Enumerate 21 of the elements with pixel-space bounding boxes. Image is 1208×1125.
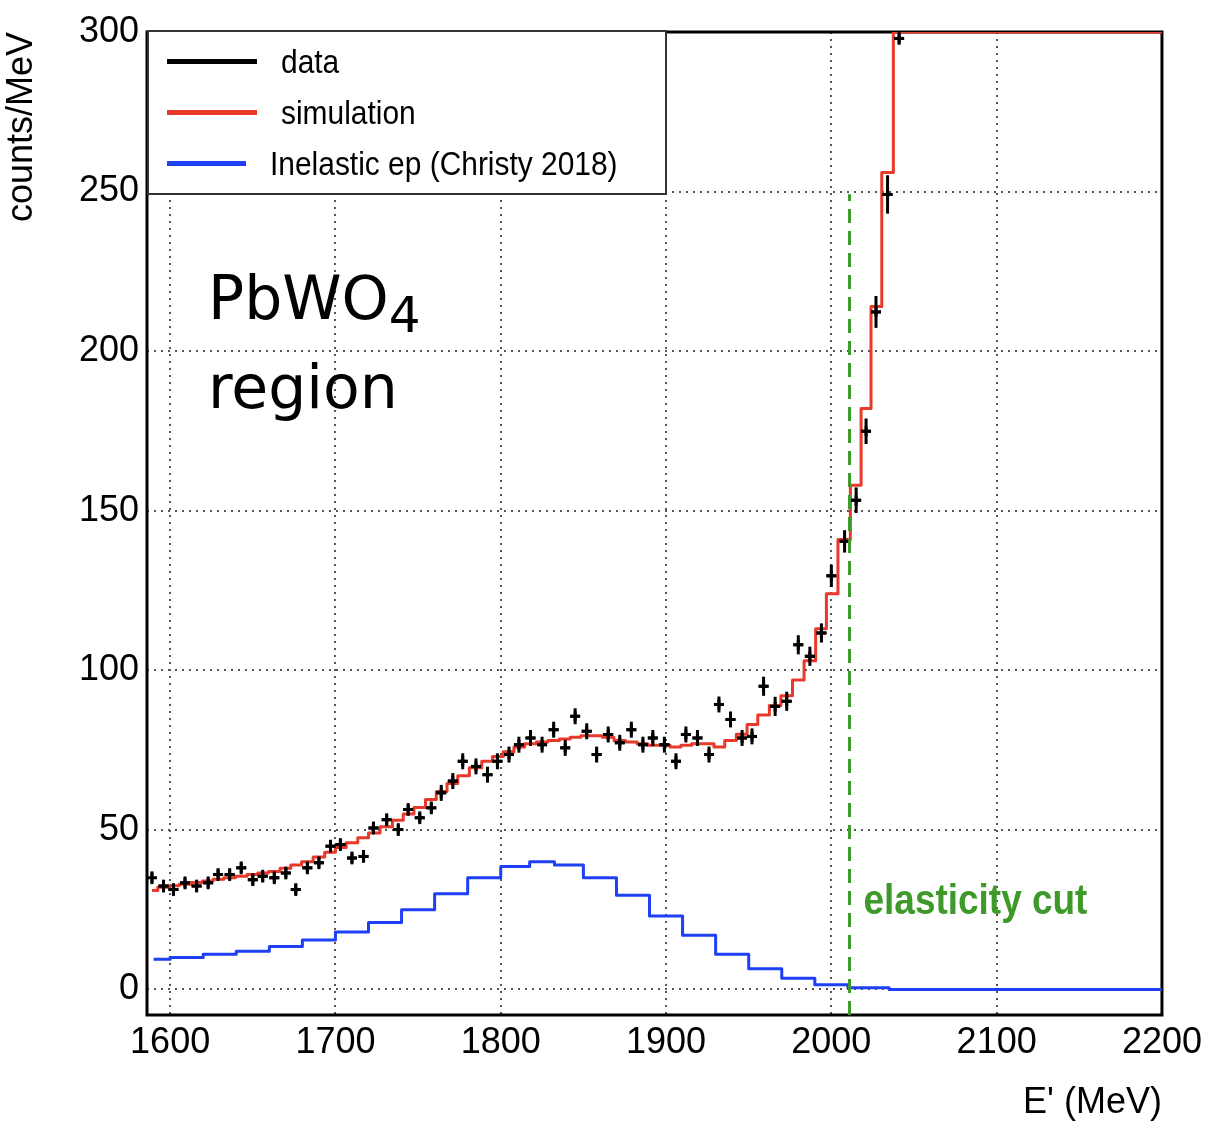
- x-tick-label: 2200: [1121, 1019, 1202, 1061]
- y-tick-label: 200: [78, 328, 139, 370]
- legend-label: data: [281, 42, 340, 81]
- y-tick-label: 250: [78, 168, 139, 210]
- annotation: PbWO$_{4}$ region: [208, 262, 421, 423]
- x-tick-label: 2000: [791, 1019, 872, 1061]
- legend-label: Inelastic ep (Christy 2018): [270, 144, 618, 183]
- y-tick-label: 0: [118, 966, 139, 1008]
- y-tick-label: 300: [78, 8, 139, 50]
- legend-label: simulation: [281, 93, 416, 132]
- y-tick-label: 150: [78, 487, 139, 529]
- y-tick-label: 100: [78, 647, 139, 689]
- x-axis-title: E' (MeV): [1023, 1080, 1162, 1122]
- x-tick-label: 1800: [460, 1019, 541, 1061]
- x-tick-label: 1600: [130, 1019, 211, 1061]
- y-tick-label: 50: [98, 806, 139, 848]
- y-axis-title: counts/MeV: [0, 32, 40, 223]
- x-tick-label: 1700: [295, 1019, 376, 1061]
- x-tick-label: 1900: [626, 1019, 707, 1061]
- ref-line-label: elasticity cut: [863, 875, 1088, 923]
- x-tick-label: 2100: [956, 1019, 1037, 1061]
